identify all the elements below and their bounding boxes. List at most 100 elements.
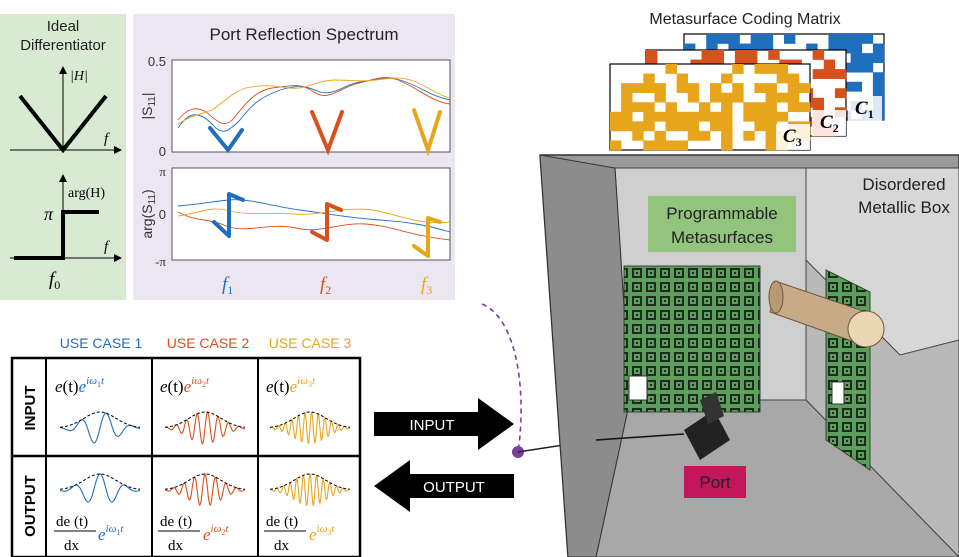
phase-y-arrow [59,174,67,182]
matrix-c3-cell [610,121,622,132]
programmable-label-line2: Metasurfaces [671,228,773,247]
arg-axis-label: arg(S11) [139,189,158,238]
arg-tick-mpi: -π [155,254,166,269]
matrix-c2-cell [812,69,825,79]
matrix-c3-cell [710,92,722,103]
matrix-c3-cell [743,111,755,122]
output-pulse-3-envelope [269,473,351,490]
output-formula-1: de (t) dx eiω1t [54,514,124,554]
matrix-c3-cell [621,92,633,103]
matrix-c3-cell [765,102,777,113]
matrix-c3-cell [732,64,744,74]
input-arrow-label: INPUT [410,417,455,434]
matrix-c3-cell [643,83,655,93]
input-formula-2: e(t)eiω2t [160,375,210,396]
f1-label: f1 [222,274,233,297]
matrix-c2-cell [812,50,825,60]
matrix-c3-cell [721,111,733,122]
spectrum-title: Port Reflection Spectrum [210,25,399,44]
use-case-table: USE CASE 1 USE CASE 2 USE CASE 3 INPUT O… [10,335,362,557]
c3-label: C3 [783,126,802,149]
matrix-title: Metasurface Coding Matrix [649,11,840,28]
use-case-2-header: USE CASE 2 [167,335,250,351]
matrix-c3-cell [765,130,777,141]
matrix-c3-cell [721,92,733,103]
matrix-c2-cell [823,69,836,79]
svg-text:de: de [56,514,71,530]
matrix-c3-cell [732,92,744,103]
mag-f-label: f [104,131,110,147]
matrix-c3-cell [632,102,644,113]
matrix-c1-cell [861,34,874,44]
matrix-c1-cell [761,43,774,54]
phase-label: arg(H) [68,186,105,201]
svg-text:(t): (t) [284,514,298,530]
matrix-c3-cell [621,121,633,132]
matrix-c3-cell [776,111,789,122]
matrix-c1-cell [784,34,796,44]
use-case-1-header: USE CASE 1 [60,335,143,351]
svg-text:de: de [266,514,281,530]
box-top-overhang [805,167,959,356]
disordered-label-line2: Metallic Box [858,198,950,217]
c1-label: C1 [855,98,874,121]
s11-trace-yellow [177,77,451,125]
matrix-c3-cell [798,83,811,93]
matrix-c1-cell [728,34,740,44]
matrix-c1-cell [850,81,863,92]
matrix-c3-cell [776,73,789,84]
mag-y-arrow [59,66,67,74]
matrix-c1-cell [839,43,851,54]
matrix-c3-cell [787,102,800,113]
matrix-c3 [609,63,811,151]
f3-label: f3 [421,274,432,297]
input-formula-1: e(t)eiω1t [55,375,105,396]
matrix-c3-cell [610,140,622,151]
arg-jump-f3 [412,216,442,258]
matrix-c2-cell [746,50,758,60]
f2-label: f2 [320,274,331,297]
input-arrow: INPUT [374,398,514,450]
s11-dip-f2 [310,110,344,156]
matrix-c3-cell [710,121,722,132]
matrix-c3-label-patch [776,124,810,150]
phase-x-arrow [114,254,122,262]
matrix-c1-cell [739,43,751,54]
svg-text:(t): (t) [74,514,88,530]
output-pulse-1-signal [59,473,141,503]
matrix-c3-cell [654,111,666,122]
matrix-c3-cell [754,64,766,74]
matrix-c2-cell [834,69,847,79]
matrix-c3-cell [743,130,755,141]
matrix-c3-cell [632,130,644,141]
svg-text:eiω2t: eiω2t [203,523,229,544]
matrix-c3-cell [676,140,689,151]
s11-dip-f1 [208,126,244,154]
matrix-c3-cell [665,140,677,151]
matrix-c1-cell [872,72,885,83]
matrix-c3-cell [610,111,622,122]
matrix-c3-cell [643,121,655,132]
svg-text:eiω1t: eiω1t [98,523,124,544]
matrix-c3-cell [643,111,655,122]
matrix-c3-cell [776,64,789,74]
metasurface-right-panel [825,269,871,471]
matrix-c1-label-patch [848,96,882,122]
matrix-c3-cell [765,83,777,93]
metasurface-right-white-cell [831,381,845,405]
row-input-label: INPUT [22,386,39,431]
phase-pi-label: π [44,204,54,224]
mag-x-arrow [114,146,122,154]
matrix-c1-cell [706,43,718,54]
matrix-c2-cell [823,59,836,70]
matrix-c3-cell [721,130,733,141]
input-pulse-3-signal [269,412,351,444]
matrix-c3-cell [676,111,689,122]
matrix-c1-cell [872,53,885,63]
matrix-c3-cell [687,111,700,122]
svg-text:eiω3t: eiω3t [309,523,335,544]
matrix-c1-cell [706,34,718,44]
matrix-c3-cell [676,73,689,84]
output-pulse-1-envelope [59,473,141,490]
